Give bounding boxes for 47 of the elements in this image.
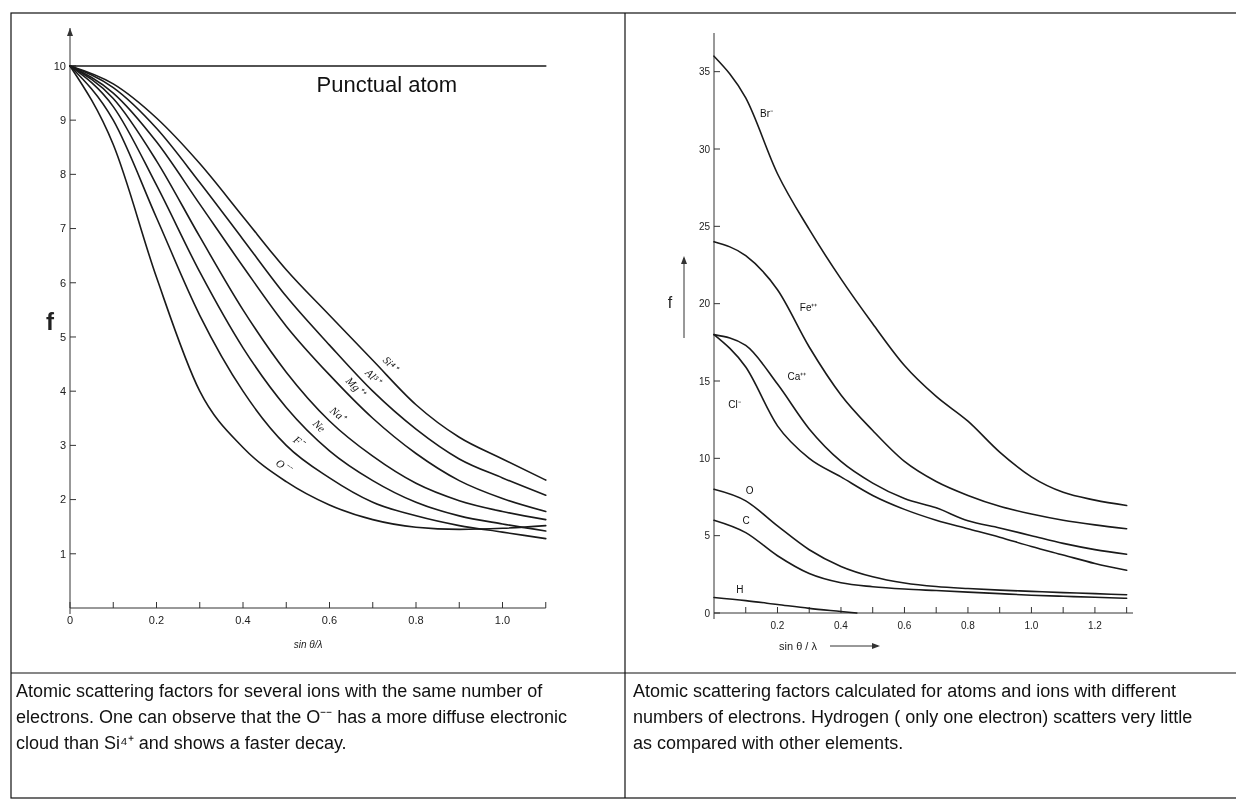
y-tick-label: 20 <box>698 298 711 310</box>
series-label: Br⁻ <box>760 108 775 120</box>
x-tick-label: 1.0 <box>1024 620 1039 631</box>
series-label: Punctual atom <box>316 71 458 97</box>
x-axis-title: sin θ/λ <box>293 639 323 650</box>
series-label: Fe⁺⁺ <box>799 302 819 314</box>
y-tick-label: 35 <box>698 66 711 78</box>
y-axis-title: f <box>46 308 55 335</box>
x-tick-label: 1.0 <box>494 614 511 626</box>
series-label: Cl⁻ <box>728 399 742 411</box>
x-tick-label: 0.8 <box>408 614 424 626</box>
y-tick-label: 15 <box>698 375 711 387</box>
y-tick-label: 5 <box>59 330 66 343</box>
text: Na⁺ <box>327 403 351 426</box>
y-tick-label: 10 <box>698 452 711 464</box>
y-tick-label: 4 <box>59 385 66 398</box>
x-tick-label: 0.6 <box>897 620 912 631</box>
series-label: H <box>736 583 744 595</box>
series-label: C <box>742 515 750 527</box>
text: Atomic scattering factors calculated for atoms and ions with different numbers of electrons. Hydrogen ( only one electron) scatters very little as compared with other elements. <box>633 681 1193 753</box>
y-tick-label: 5 <box>704 530 711 542</box>
x-tick-label: 0.2 <box>148 614 165 626</box>
x-tick-label: 0.2 <box>770 620 785 631</box>
y-tick-label: 25 <box>698 220 711 232</box>
text: Si⁴⁺ <box>380 353 403 376</box>
x-tick-label: 0.4 <box>235 614 251 626</box>
text: O⁻⁻ <box>273 456 296 477</box>
series-label: Ca⁺⁺ <box>787 371 808 383</box>
text: Ne <box>310 416 328 435</box>
y-tick-label: 7 <box>59 222 66 235</box>
y-tick-label: 8 <box>59 168 66 181</box>
y-tick-label: 2 <box>59 493 66 506</box>
text: F⁻ <box>290 432 309 451</box>
y-tick-label: 6 <box>59 276 66 289</box>
x-tick-label: 0.6 <box>321 614 338 626</box>
x-tick-label: 1.2 <box>1087 620 1103 631</box>
x-axis-title: sin θ / λ <box>779 640 818 652</box>
y-tick-label: 9 <box>59 114 66 126</box>
y-axis-title: f <box>667 294 673 311</box>
y-tick-label: 30 <box>698 143 711 155</box>
y-tick-label: 1 <box>59 547 66 560</box>
y-tick-label: 10 <box>53 59 66 72</box>
text: Atomic scattering factors for several ions with the same number of electrons. One can observe that the O⁻⁻ has a more diffuse electronic cloud than Si⁴⁺ and shows a faster decay. <box>16 681 567 753</box>
y-tick-label: 3 <box>59 439 66 452</box>
x-tick-label: 0.4 <box>834 620 849 631</box>
series-label: O <box>745 484 754 496</box>
x-tick-label: 0.8 <box>960 620 976 631</box>
